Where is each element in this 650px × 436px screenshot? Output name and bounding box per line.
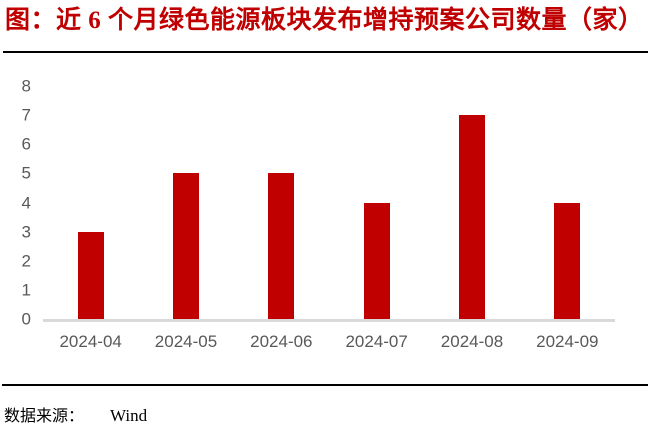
bar-2024-09 [554, 202, 581, 319]
bar-2024-04 [77, 231, 104, 319]
bar-2024-07 [363, 202, 390, 319]
y-axis-tick-label: 4 [21, 193, 31, 212]
bar-2024-08 [458, 115, 485, 319]
y-axis-tick-label: 2 [21, 251, 31, 271]
y-axis-tick-label: 7 [21, 105, 31, 125]
footer-separator-line [2, 384, 648, 386]
y-axis-tick-label: 6 [21, 134, 31, 154]
bar-2024-06 [268, 173, 295, 319]
x-axis-tick-label: 2024-04 [59, 332, 122, 351]
data-source: 数据来源： Wind [4, 402, 147, 426]
y-axis-tick-label: 1 [21, 280, 31, 300]
x-axis: 2024-04 2024-05 2024-06 2024-07 2024-08 2024-… [43, 332, 615, 352]
x-axis-tick-label: 2024-07 [345, 332, 408, 351]
data-source-value: Wind [110, 406, 148, 425]
title-separator-line [3, 51, 648, 53]
y-axis: 8 7 6 5 4 3 2 1 0 [0, 78, 31, 328]
figure-title: 图：近 6 个月绿色能源板块发布增持预案公司数量（家） [5, 7, 644, 34]
x-axis-tick-label: 2024-08 [440, 332, 504, 351]
x-axis-tick-label: 2024-06 [250, 332, 313, 351]
y-axis-tick-label: 5 [21, 163, 31, 183]
x-axis-tick-label: 2024-05 [154, 332, 218, 351]
y-axis-tick-label: 3 [21, 222, 31, 242]
plot-area [43, 86, 615, 322]
bar-2024-05 [172, 173, 199, 319]
y-axis-tick-label: 0 [21, 309, 31, 329]
data-source-label: 数据来源： [4, 408, 85, 425]
y-axis-tick-label: 8 [21, 76, 31, 96]
x-axis-tick-label: 2024-09 [536, 332, 599, 351]
